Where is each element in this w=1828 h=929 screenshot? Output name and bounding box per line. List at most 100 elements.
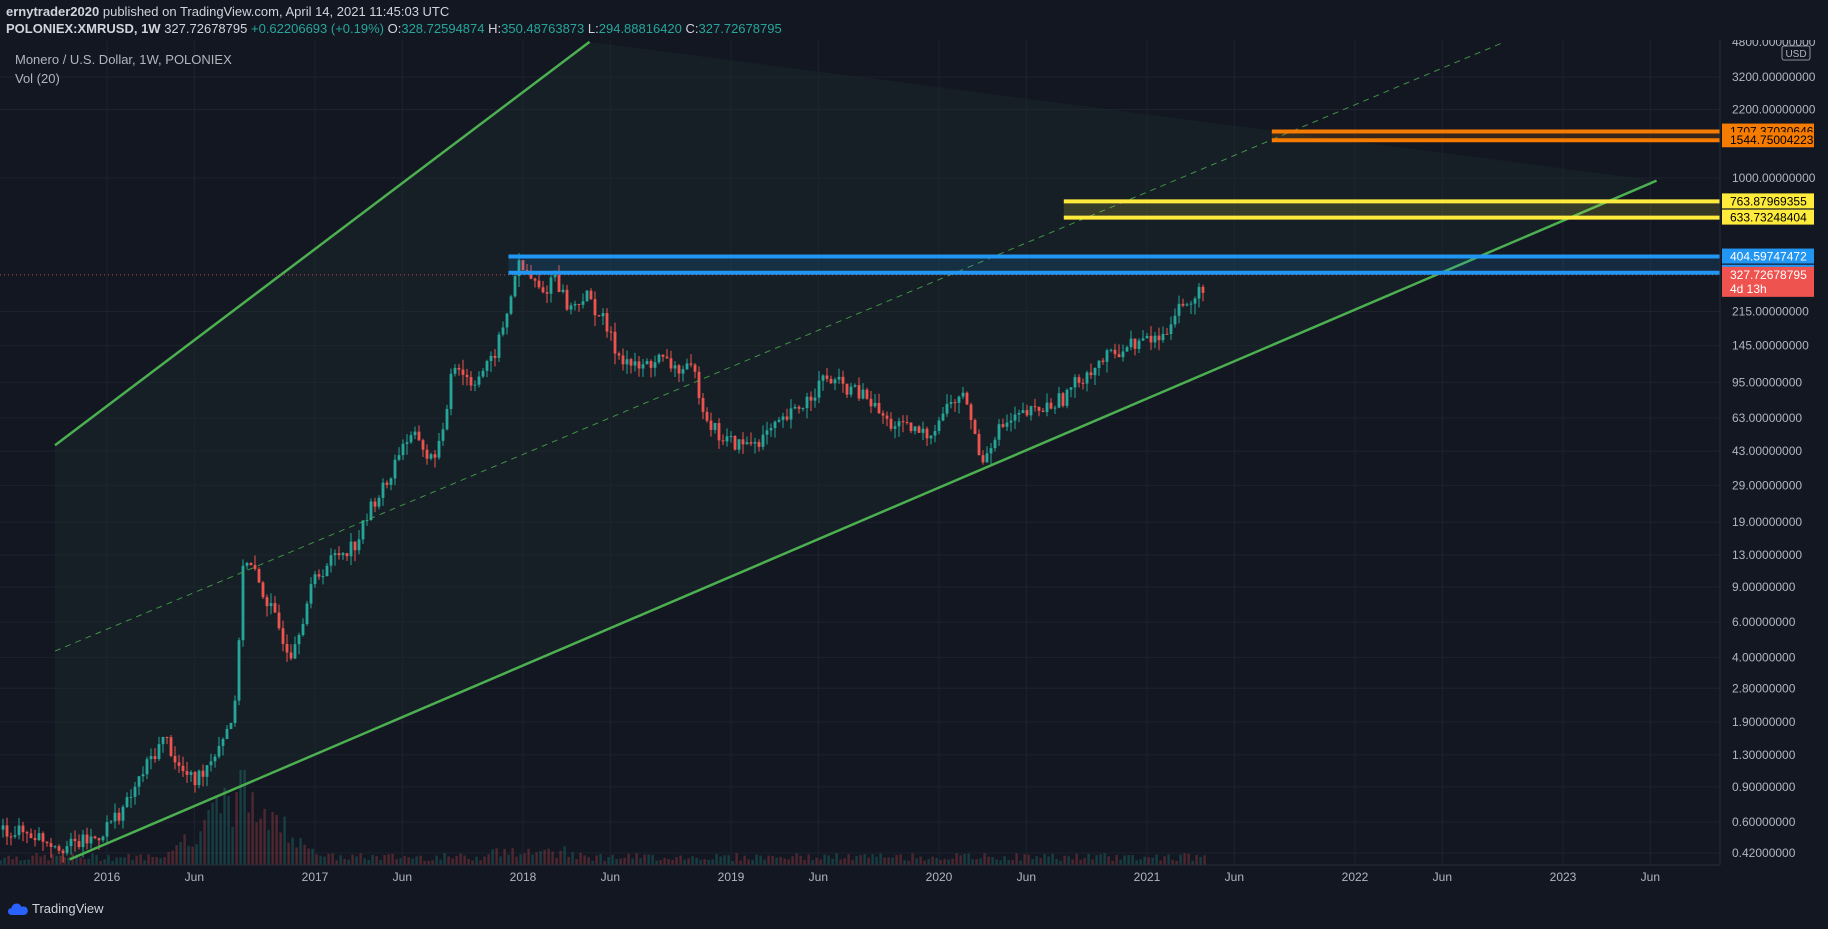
volume-bar <box>367 860 370 865</box>
volume-bar <box>311 848 314 865</box>
candle-body <box>669 358 673 369</box>
candle <box>257 567 261 584</box>
price-tick-label: 6.00000000 <box>1732 615 1796 629</box>
candle <box>89 828 93 849</box>
candle-body <box>265 597 269 607</box>
candle <box>13 826 17 839</box>
candle-body <box>1193 298 1197 304</box>
close-label: C: <box>685 21 699 36</box>
volume-bar <box>687 858 690 865</box>
volume-bar <box>107 855 110 865</box>
candle-body <box>845 383 849 395</box>
candle-body <box>1053 407 1057 409</box>
volume-bar <box>1171 859 1174 865</box>
candle <box>953 399 957 412</box>
volume-bar <box>575 859 578 865</box>
zone-price-tag <box>1722 132 1814 148</box>
legend-volume[interactable]: Vol (20) <box>15 71 60 86</box>
candle-body <box>501 327 505 335</box>
zone-price-label: 404.59747472 <box>1730 250 1807 264</box>
volume-bar <box>743 855 746 865</box>
candle <box>737 439 741 454</box>
candle-body <box>713 423 717 430</box>
candle <box>469 371 473 391</box>
volume-bar <box>523 853 526 865</box>
candle-body <box>201 770 205 777</box>
volume-bar <box>875 856 878 865</box>
candle <box>885 411 889 427</box>
candle-body <box>1185 304 1189 306</box>
volume-bar <box>1079 859 1082 865</box>
volume-bar <box>647 854 650 865</box>
volume-bar <box>623 857 626 865</box>
author-name[interactable]: ernytrader2020 <box>6 4 100 19</box>
volume-bar <box>1023 854 1026 865</box>
symbol-name[interactable]: POLONIEX:XMRUSD, 1W <box>6 21 161 36</box>
price-tick-label: 4800.00000000 <box>1732 40 1816 49</box>
volume-bar <box>943 858 946 865</box>
volume-bar <box>171 850 174 865</box>
candle-body <box>577 303 581 305</box>
volume-bar <box>711 859 714 865</box>
candle-body <box>1149 335 1153 343</box>
volume-bar <box>779 856 782 865</box>
candle <box>45 841 49 847</box>
volume-bar <box>351 854 354 865</box>
candle-body <box>241 565 245 641</box>
candle-body <box>541 287 545 293</box>
price-chart[interactable]: 4800.00000000 3200.00000000 2200.00000000 1… <box>0 40 1828 893</box>
candle-body <box>81 834 85 848</box>
volume-bar <box>747 859 750 865</box>
publish-info: published on TradingView.com, April 14, … <box>102 4 450 19</box>
volume-bar <box>1119 859 1122 865</box>
last-price-value: 327.72678795 <box>164 21 248 36</box>
candle <box>133 781 137 805</box>
channel-fill <box>55 41 1657 866</box>
candle <box>581 293 585 309</box>
legend-title[interactable]: Monero / U.S. Dollar, 1W, POLONIEX <box>15 52 232 67</box>
candle-body <box>437 440 441 458</box>
candle <box>781 412 785 428</box>
volume-bar <box>143 860 146 865</box>
volume-bar <box>319 855 322 865</box>
candle-body <box>109 821 113 823</box>
candle-body <box>1029 406 1033 416</box>
candle <box>865 387 869 400</box>
volume-bar <box>7 855 10 865</box>
candle-body <box>797 406 801 409</box>
candle-body <box>733 436 737 450</box>
candle <box>549 272 553 303</box>
volume-bar <box>263 808 266 865</box>
candle-body <box>901 421 905 423</box>
candle-body <box>41 833 45 842</box>
volume-bar <box>763 859 766 865</box>
candle-body <box>381 482 385 498</box>
candle <box>753 437 757 454</box>
volume-bar <box>39 856 42 865</box>
candle <box>449 368 453 416</box>
candle-body <box>297 635 301 645</box>
candle <box>301 618 305 637</box>
volume-bar <box>407 857 410 865</box>
candle <box>277 604 281 631</box>
candle <box>373 497 377 513</box>
candle <box>689 354 693 368</box>
candle-body <box>369 501 373 521</box>
candle-body <box>977 433 981 456</box>
candle <box>1065 388 1069 409</box>
volume-bar <box>615 859 618 865</box>
candle <box>949 394 953 409</box>
candle-body <box>545 292 549 294</box>
tradingview-logo[interactable]: TradingView <box>8 901 104 916</box>
candle <box>137 776 141 796</box>
candle-body <box>1061 393 1065 406</box>
candle-body <box>237 640 241 701</box>
volume-bar <box>467 859 470 865</box>
candle <box>853 383 857 388</box>
candle-body <box>1161 333 1165 341</box>
volume-bar <box>535 852 538 865</box>
volume-bar <box>511 848 514 865</box>
candle <box>609 326 613 341</box>
price-tick-label: 145.00000000 <box>1732 339 1809 353</box>
volume-bar <box>699 859 702 865</box>
